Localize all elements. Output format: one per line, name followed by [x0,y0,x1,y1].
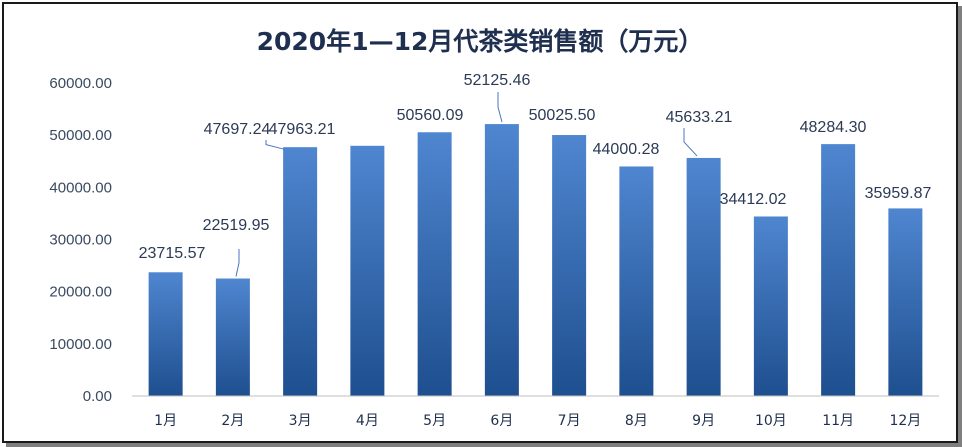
data-label: 47963.21 [269,121,336,138]
bar [148,272,183,396]
data-label: 50560.09 [397,107,464,124]
data-label: 52125.46 [464,72,531,89]
bar [283,147,318,396]
data-label: 34412.02 [720,191,787,208]
x-tick-label: 5月 [423,413,446,429]
data-label: 47697.24 [204,121,271,138]
y-tick-label: 20000.00 [49,284,112,301]
data-label: 44000.28 [593,141,660,158]
bar [753,216,788,396]
y-tick-label: 0.00 [83,388,112,405]
x-tick-label: 2月 [221,413,244,429]
x-tick-label: 4月 [356,413,379,429]
y-tick-label: 50000.00 [49,127,112,144]
x-tick-label: 6月 [490,413,513,429]
x-tick-label: 8月 [625,413,648,429]
leader-lines [235,92,698,277]
x-tick-label: 10月 [755,413,787,429]
x-tick-label: 12月 [889,413,921,429]
data-label: 50025.50 [529,107,596,124]
y-tick-label: 40000.00 [49,179,112,196]
bar [821,144,856,396]
bar [215,278,250,396]
leader-line [235,249,240,277]
bar [350,145,385,396]
y-tick-label: 10000.00 [49,336,112,353]
bar [552,135,587,397]
x-tick-label: 11月 [822,413,854,429]
leader-line [683,128,698,157]
bar-chart: 2020年1—12月代茶类销售额（万元） 0.00 10000.00 20000.0… [49,27,939,429]
leader-line [497,92,503,123]
x-tick-label: 3月 [289,413,312,429]
data-label: 45633.21 [666,109,733,126]
bar [888,208,923,396]
y-axis: 0.00 10000.00 20000.00 30000.00 40000.00 5000… [49,75,112,405]
data-label: 48284.30 [800,119,867,136]
bars [148,124,923,397]
x-tick-label: 7月 [558,413,581,429]
bar [484,124,519,396]
data-label: 22519.95 [203,217,270,234]
y-tick-label: 30000.00 [49,232,112,249]
data-label: 35959.87 [865,185,932,202]
bar [686,157,721,396]
bar [619,166,654,396]
x-tick-label: 9月 [692,413,715,429]
data-label: 23715.57 [139,245,206,262]
y-tick-label: 60000.00 [49,75,112,92]
leader-line [265,140,285,150]
x-tick-label: 1月 [154,413,177,429]
bar [417,132,452,396]
chart-title: 2020年1—12月代茶类销售额（万元） [257,27,704,56]
x-axis: 1月 2月 3月 4月 5月 6月 7月 8月 9月 10月 11月 12月 [132,395,939,429]
